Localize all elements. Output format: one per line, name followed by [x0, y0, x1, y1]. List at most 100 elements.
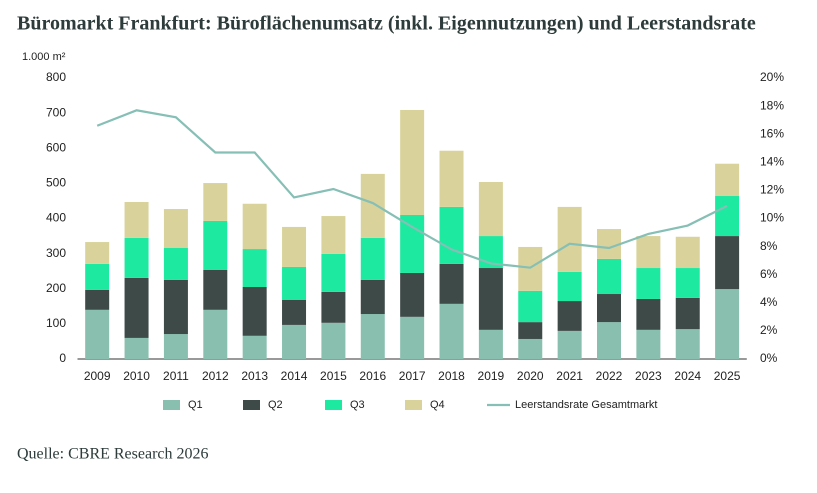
y2-tick-label: 16%	[760, 126, 784, 140]
bar-segment	[242, 203, 267, 250]
legend-label: Q3	[350, 399, 365, 411]
legend-label: Leerstandsrate Gesamtmarkt	[515, 399, 657, 411]
bar-segment	[518, 322, 543, 339]
legend-swatch	[243, 400, 260, 410]
bar-segment	[597, 322, 622, 359]
y-tick-label: 100	[46, 316, 66, 330]
y-tick-label: 600	[46, 140, 66, 154]
bar-segment	[715, 236, 740, 290]
bar-segment	[675, 268, 700, 298]
bar-segment	[597, 229, 622, 259]
bar-segment	[557, 301, 582, 331]
bar-segment	[163, 279, 188, 335]
bar-segment	[636, 236, 661, 269]
bar-segment	[439, 263, 464, 304]
bar-segment	[675, 297, 700, 330]
y-tick-label: 0	[59, 351, 66, 365]
bar-segment	[163, 334, 188, 359]
bar-segment	[400, 109, 425, 215]
y-axis-label: 1.000 m²	[22, 51, 66, 63]
source: Quelle: CBRE Research 2026	[17, 446, 209, 463]
x-tick-label: 2011	[163, 369, 189, 383]
bar-segment	[85, 309, 110, 359]
bar-segment	[163, 248, 188, 280]
y2-tick-label: 0%	[760, 351, 778, 365]
bar-segment	[321, 216, 346, 254]
x-tick-label: 2013	[241, 369, 268, 383]
bar-segment	[439, 206, 464, 264]
bar-segment	[675, 236, 700, 269]
bar-segment	[282, 266, 307, 300]
x-tick-label: 2016	[359, 369, 386, 383]
legend-swatch	[163, 400, 180, 410]
legend-swatch	[325, 400, 342, 410]
x-tick-label: 2014	[281, 369, 308, 383]
bar-segment	[163, 209, 188, 249]
bar-segment	[400, 272, 425, 317]
y-tick-label: 200	[46, 281, 66, 295]
bar-segment	[282, 226, 307, 267]
bar-segment	[321, 322, 346, 359]
bar-segment	[478, 181, 503, 237]
bar-segment	[124, 201, 149, 238]
x-tick-label: 2010	[123, 369, 150, 383]
x-tick-label: 2015	[320, 369, 347, 383]
bar-segment	[85, 289, 110, 310]
bar-segment	[675, 329, 700, 359]
x-tick-label: 2020	[517, 369, 544, 383]
x-tick-label: 2024	[674, 369, 701, 383]
y2-tick-label: 6%	[760, 267, 778, 281]
bar-segment	[557, 330, 582, 359]
legend-label: Q2	[268, 399, 283, 411]
bar-segment	[203, 183, 228, 221]
bar-segment	[518, 246, 543, 291]
y2-tick-label: 10%	[760, 211, 784, 225]
bar-segment	[597, 294, 622, 323]
bar-segment	[360, 237, 385, 280]
bar-segment	[518, 338, 543, 359]
y2-tick-label: 4%	[760, 295, 778, 309]
y-tick-label: 500	[46, 176, 66, 190]
bar-segment	[400, 316, 425, 359]
bar-segment	[282, 299, 307, 325]
y2-tick-label: 20%	[760, 70, 784, 84]
bar-segment	[715, 289, 740, 359]
x-tick-label: 2022	[596, 369, 623, 383]
x-tick-label: 2025	[714, 369, 741, 383]
y2-tick-label: 14%	[760, 154, 784, 168]
y2-tick-label: 18%	[760, 98, 784, 112]
bar-segment	[124, 337, 149, 359]
y-tick-label: 300	[46, 246, 66, 260]
bar-segment	[557, 206, 582, 272]
bar-segment	[242, 335, 267, 359]
bar-segment	[360, 314, 385, 359]
bar-segment	[557, 271, 582, 302]
chart-title: Büromarkt Frankfurt: Büroflächenumsatz (…	[17, 13, 756, 35]
y-tick-label: 400	[46, 211, 66, 225]
line	[96, 109, 728, 269]
bar-segment	[242, 286, 267, 336]
y2-tick-label: 12%	[760, 183, 784, 197]
x-tick-label: 2018	[438, 369, 465, 383]
bar-segment	[85, 263, 110, 290]
bar-segment	[478, 329, 503, 359]
bar-segment	[636, 329, 661, 359]
bar-segment	[321, 253, 346, 292]
bar-segment	[518, 290, 543, 323]
bar-segment	[715, 163, 740, 197]
bar-segment	[715, 196, 740, 237]
bar-segment	[597, 258, 622, 295]
bar-segment	[360, 279, 385, 315]
bar-segment	[439, 303, 464, 359]
bar-segment	[478, 268, 503, 330]
bar-segment	[439, 150, 464, 207]
bar-segment	[124, 277, 149, 338]
x-tick-label: 2012	[202, 369, 229, 383]
y-tick-label: 700	[46, 105, 66, 119]
bar-segment	[360, 173, 385, 238]
legend-label: Q1	[188, 399, 203, 411]
legend-swatch	[405, 400, 422, 410]
bar-segment	[636, 268, 661, 299]
legend-label: Q4	[430, 399, 445, 411]
